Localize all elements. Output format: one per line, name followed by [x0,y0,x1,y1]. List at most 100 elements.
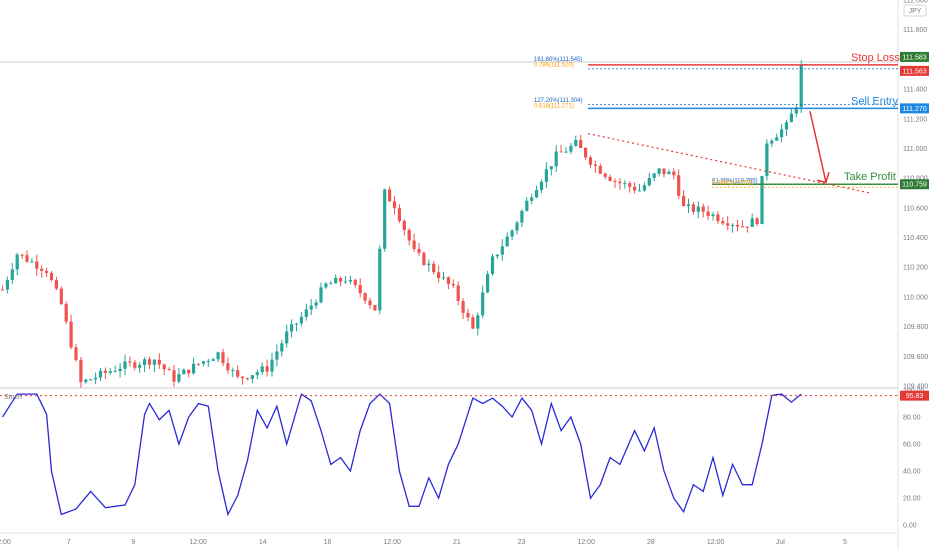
axes-layer: 112.000111.800111.600111.400111.200111.0… [0,0,928,546]
candle-body [495,254,499,257]
time-tick-label: 16 [324,539,332,546]
trendline [587,133,871,194]
candle-body [490,256,495,275]
candle-body [113,371,117,373]
candle-body [260,366,264,373]
candle-body [667,171,671,175]
candle-body [10,269,14,280]
candle-body [780,129,784,138]
trade-arrow [809,111,827,183]
candle-body [196,363,201,365]
candle-body [794,107,798,114]
price-tick-label: 111.400 [903,87,927,94]
time-tick-label: 2:00 [0,539,11,546]
time-tick-label: 14 [259,539,267,546]
candle-body [255,372,259,376]
candle-body [598,165,602,174]
candle-body [123,361,127,369]
candle-body [363,293,367,301]
candle-body [133,362,137,368]
candle-body [437,272,441,279]
stoch-level-tag [900,390,929,401]
price-tag-label: 111.583 [902,54,926,61]
candle-body [554,151,558,167]
annotation-take-profit: Take Profit [844,171,896,183]
candle-body [348,279,352,282]
price-tick-label: 110.600 [903,205,928,212]
candle-body [216,352,220,360]
price-tags-layer: 111.583 111.563 111.270 110.759 95.83 [900,51,929,401]
candle-body [613,180,617,182]
candle-body [397,208,401,221]
candle-body [299,316,303,324]
price-tick-label: 110.400 [903,235,928,242]
candle-body [167,369,171,371]
candle-body [280,343,284,352]
stoch-level-tag-label: 95.83 [906,393,924,400]
candle-body [672,171,676,176]
candle-body [657,168,661,174]
candle-body [637,190,642,192]
candle-body [152,359,156,365]
candle-body [275,351,279,360]
price-tick-label: 109.800 [903,324,928,331]
candle-body [515,222,519,231]
candle-body [143,359,147,365]
candle-body [304,309,308,317]
candle-body [221,352,225,364]
candle-body [358,285,362,294]
candle-body [412,240,416,249]
candle-body [192,363,196,374]
candle-body [500,246,504,255]
price-tag [900,103,929,114]
candle-body [25,255,29,262]
candle-body [49,272,54,281]
candle-body [245,378,250,380]
candle-body [745,226,749,228]
candle-body [392,201,397,209]
candle-body [726,223,730,226]
candle-body [201,361,205,364]
candle-body [539,181,544,190]
stoch-tick-label: 0.00 [903,523,917,530]
price-tick-label: 110.000 [903,294,928,301]
fib-label: 127.20%(111.304) [534,98,582,104]
annotation-sell-entry: Sell Entry [851,95,899,107]
candle-body [35,261,39,269]
candle-body [314,302,318,306]
price-tick-label: 109.600 [903,354,928,361]
candle-body [103,370,107,373]
stoch-tick-label: 40.00 [903,469,921,476]
candle-body [89,379,93,381]
candle-body [525,200,529,211]
candle-body [211,359,215,361]
candle-body [579,140,583,148]
candle-body [569,145,573,152]
fib-label: 0.618(111.271) [534,103,574,109]
candle-body [775,137,779,141]
candle-body [64,303,68,322]
candle-body [417,248,421,253]
candle-body [593,164,597,166]
candle-body [461,300,465,313]
fib-label: 0.786(110.752) [712,180,752,186]
candle-body [108,371,112,373]
stoch-tick-label: 60.00 [903,442,921,449]
candle-body [59,288,63,304]
candle-body [265,366,269,372]
candle-body [241,376,245,379]
price-tick-label: 110.800 [903,176,928,183]
candle-body [441,277,446,279]
price-tag-label: 111.563 [902,68,926,75]
candle-body [147,359,152,365]
candle-body [750,218,754,227]
grid-layer [0,0,899,550]
candle-body [383,189,387,249]
price-tick-label: 111.000 [903,146,927,153]
candle-body [378,248,382,311]
candle-body [118,368,122,372]
candle-body [735,224,740,227]
candle-body [0,289,5,291]
annotation-stop-loss: Stop Loss [851,52,900,64]
currency-badge-label: JPY [909,8,922,15]
